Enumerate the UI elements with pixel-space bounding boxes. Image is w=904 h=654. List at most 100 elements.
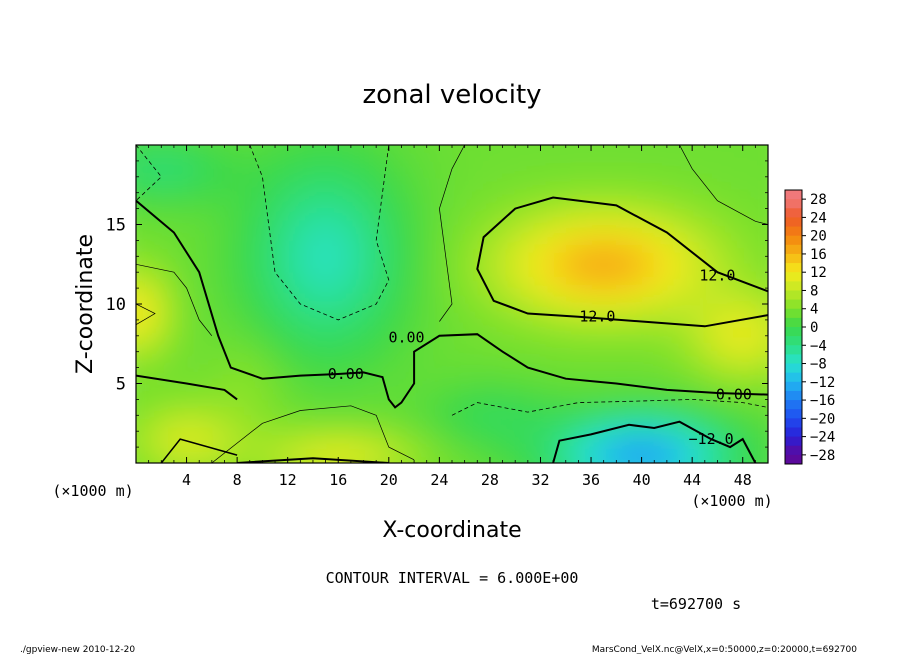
field-cell	[470, 391, 478, 400]
field-cell	[111, 256, 118, 265]
field-cell	[616, 208, 624, 218]
field-cell	[205, 351, 213, 361]
field-cell	[186, 391, 194, 400]
field-cell	[603, 335, 611, 345]
field-cell	[123, 455, 130, 464]
field-cell	[256, 224, 263, 234]
field-cell	[249, 343, 257, 353]
field-cell	[666, 415, 674, 424]
field-cell	[357, 463, 364, 472]
field-cell	[237, 264, 245, 273]
field-cell	[452, 311, 459, 321]
field-cell	[363, 184, 371, 194]
field-cell	[458, 471, 465, 480]
field-cell	[186, 184, 194, 194]
field-cell	[306, 288, 314, 297]
field-cell	[673, 216, 681, 226]
field-cell	[338, 256, 346, 265]
field-cell	[622, 192, 630, 202]
field-cell	[313, 121, 320, 130]
field-cell	[483, 319, 491, 329]
field-cell	[489, 367, 497, 377]
field-cell	[256, 184, 263, 194]
field-cell	[559, 216, 567, 226]
field-cell	[692, 407, 700, 416]
field-cell	[117, 407, 124, 416]
field-cell	[186, 248, 194, 257]
field-cell	[521, 415, 529, 424]
field-cell	[237, 152, 245, 162]
field-cell	[489, 145, 497, 146]
field-cell	[742, 200, 750, 210]
field-cell	[597, 280, 605, 289]
field-cell	[199, 311, 207, 321]
field-cell	[414, 224, 421, 234]
field-cell	[300, 240, 308, 249]
field-cell	[307, 129, 314, 138]
field-cell	[433, 145, 440, 146]
field-cell	[382, 160, 390, 170]
field-cell	[534, 319, 542, 329]
field-cell	[230, 343, 238, 353]
field-cell	[186, 192, 194, 202]
field-cell	[616, 311, 624, 321]
field-cell	[723, 280, 731, 289]
field-cell	[527, 160, 535, 170]
field-cell	[218, 113, 225, 122]
field-cell	[470, 383, 478, 393]
field-cell	[597, 407, 605, 416]
field-cell	[237, 423, 245, 432]
field-cell	[515, 415, 523, 424]
field-cell	[395, 264, 403, 273]
field-cell	[591, 264, 598, 273]
field-cell	[477, 129, 484, 138]
field-cell	[224, 311, 232, 321]
field-cell	[426, 399, 434, 408]
field-cell	[742, 304, 750, 313]
field-cell	[142, 367, 150, 377]
field-cell	[654, 168, 662, 178]
field-cell	[237, 447, 245, 456]
field-cell	[559, 184, 567, 194]
field-cell	[211, 399, 219, 408]
field-cell	[723, 296, 731, 305]
field-cell	[117, 336, 124, 345]
field-cell	[262, 343, 270, 353]
field-cell	[338, 319, 346, 329]
field-cell	[597, 192, 605, 202]
field-cell	[704, 224, 712, 234]
field-cell	[407, 359, 415, 369]
field-cell	[205, 359, 213, 369]
field-cell	[755, 176, 763, 186]
field-cell	[123, 336, 130, 345]
field-cell	[376, 160, 384, 170]
field-cell	[603, 296, 611, 305]
field-cell	[578, 192, 586, 202]
field-cell	[496, 224, 504, 234]
field-cell	[180, 248, 188, 257]
field-cell	[211, 351, 219, 361]
field-cell	[622, 343, 630, 353]
field-cell	[211, 359, 219, 369]
field-cell	[483, 145, 491, 154]
field-cell	[117, 121, 124, 130]
field-cell	[534, 208, 542, 218]
field-cell	[553, 200, 561, 210]
field-cell	[723, 224, 731, 234]
field-cell	[136, 463, 143, 472]
field-cell	[692, 264, 700, 273]
field-cell	[268, 200, 276, 210]
field-cell	[420, 272, 428, 281]
field-cell	[489, 375, 497, 385]
field-cell	[211, 240, 219, 249]
field-cell	[654, 415, 662, 424]
field-cell	[281, 391, 289, 400]
field-cell	[572, 248, 579, 257]
field-cell	[287, 383, 295, 393]
field-cell	[136, 176, 143, 186]
field-cell	[692, 145, 700, 154]
field-cell	[357, 311, 365, 321]
field-cell	[660, 208, 668, 218]
field-cell	[312, 343, 320, 353]
field-cell	[161, 327, 169, 337]
